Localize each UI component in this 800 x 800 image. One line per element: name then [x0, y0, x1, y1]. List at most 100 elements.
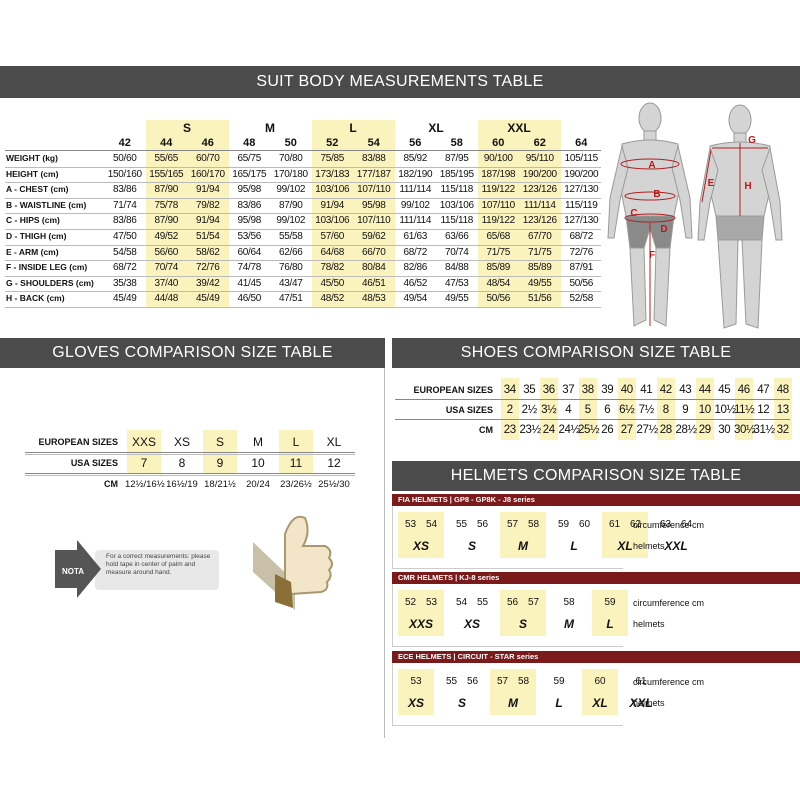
size-label: helmets	[633, 541, 665, 551]
figure-letter: A	[648, 160, 656, 171]
cell: 9	[216, 456, 224, 470]
cell: 70/74	[444, 246, 469, 258]
cell: 62/66	[278, 246, 303, 258]
size-number: 64	[575, 137, 588, 149]
row-label: C - HIPS (cm)	[6, 215, 60, 226]
size-group: XXL	[507, 121, 531, 135]
cell: 44	[698, 384, 711, 396]
size-number: 60	[492, 137, 505, 149]
helmet-size: XS	[412, 539, 429, 553]
row-label: USA SIZES	[445, 405, 493, 415]
cell: 63/66	[444, 231, 469, 242]
cell: 70/74	[154, 262, 179, 274]
circumference: 60	[578, 519, 591, 530]
suit-banner: SUIT BODY MEASUREMENTS TABLE	[0, 66, 800, 98]
cell: 46	[737, 384, 750, 396]
helmet-size: S	[467, 539, 476, 553]
cell: 111/114	[399, 215, 432, 227]
circumference: 61	[608, 519, 621, 530]
cell: 177/187	[356, 168, 391, 180]
divider	[384, 368, 385, 738]
cell: 173/183	[315, 168, 350, 180]
figure-letter: E	[707, 178, 715, 189]
cell: 103/106	[315, 215, 350, 227]
nota-shapes	[55, 540, 219, 598]
cell: 2	[506, 404, 513, 416]
cell: 83/86	[237, 199, 262, 211]
highlight	[696, 378, 714, 440]
cell: 95/110	[525, 153, 554, 164]
circumference: 57	[527, 597, 540, 608]
cell: 23/26½	[280, 479, 312, 490]
helmet-size: L	[555, 696, 563, 710]
circumference-label: circumference cm	[633, 677, 705, 687]
cell: 24	[542, 424, 555, 436]
cell: 64/68	[320, 246, 345, 258]
cell: 90/100	[483, 153, 513, 164]
row-label: CM	[104, 479, 118, 489]
circumference: 53	[425, 597, 438, 608]
cell: 57/60	[320, 231, 345, 242]
cell: 45/49	[112, 293, 137, 305]
cell: 49/55	[527, 277, 552, 289]
cell: 28½	[675, 424, 698, 436]
cell: 107/110	[357, 184, 391, 196]
cell: 99/102	[276, 184, 306, 196]
rule	[395, 399, 790, 400]
cell: 11	[289, 456, 303, 470]
size-number: 62	[533, 137, 546, 149]
cell: 83/86	[112, 215, 137, 227]
highlight	[657, 378, 675, 440]
cell: 185/195	[439, 168, 474, 180]
helmet-size: XXL	[664, 539, 688, 553]
circumference: 60	[594, 676, 606, 687]
thumb-icon	[253, 515, 333, 610]
cell: 27½	[636, 424, 659, 436]
nota-text: For a correct measurements: please hold …	[106, 553, 211, 576]
figure-letter: H	[744, 181, 752, 192]
highlight	[618, 378, 636, 440]
circumference: 57	[506, 519, 519, 530]
highlight	[582, 669, 618, 715]
cell: 51/54	[195, 231, 220, 242]
cell: 60/64	[237, 246, 262, 258]
cell: 7	[140, 456, 148, 470]
helmets-banner: HELMETS COMPARISON SIZE TABLE	[392, 461, 800, 491]
size-label: helmets	[633, 619, 665, 629]
cell: 67/70	[527, 231, 552, 242]
section-title: FIA HELMETS | GP8 - GP8K - J8 series	[398, 495, 535, 504]
highlight	[501, 378, 519, 440]
highlight	[579, 378, 597, 440]
cell: 72/76	[195, 262, 220, 274]
cell: 75/85	[320, 153, 345, 164]
cell: 16½/19	[166, 479, 198, 490]
cell: 72/76	[569, 246, 594, 258]
circumference-label: circumference cm	[633, 520, 705, 530]
cell: 8	[662, 404, 669, 416]
cell: 35/38	[112, 277, 137, 289]
section-frame	[392, 506, 623, 569]
cell: 11½	[734, 404, 755, 416]
rule	[25, 475, 355, 476]
cell: 95/98	[361, 199, 386, 211]
highlight	[540, 378, 558, 440]
size-number: 46	[201, 137, 214, 149]
cell: 123/126	[522, 184, 557, 196]
rule	[5, 166, 601, 168]
row-label: EUROPEAN SIZES	[38, 437, 118, 447]
circumference: 54	[425, 519, 438, 530]
circumference: 56	[476, 519, 489, 530]
size-group: M	[265, 121, 275, 135]
rule	[5, 244, 601, 246]
circumference: 52	[404, 597, 417, 608]
cell: 66/70	[361, 246, 386, 258]
cell: 20/24	[246, 479, 270, 490]
cell: 187/198	[481, 168, 516, 180]
rule	[5, 213, 601, 215]
cell: 37	[562, 384, 575, 396]
cell: 51/56	[527, 293, 552, 305]
helmet-size: XS	[407, 696, 424, 710]
cell: 85/89	[486, 262, 511, 274]
rule	[5, 275, 601, 277]
